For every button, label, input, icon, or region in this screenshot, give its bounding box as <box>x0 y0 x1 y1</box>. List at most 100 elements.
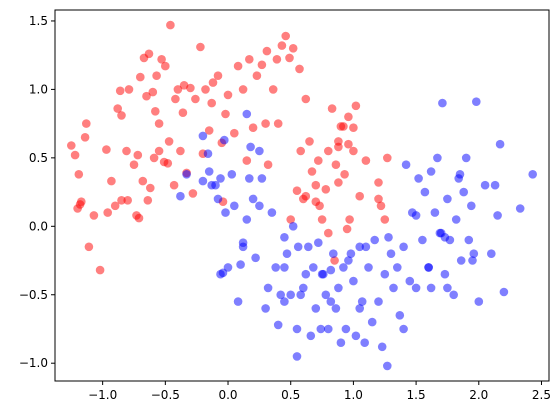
data-point <box>84 242 94 252</box>
data-point <box>327 104 337 113</box>
data-point <box>245 174 254 183</box>
data-point <box>433 153 442 163</box>
data-point <box>451 215 461 224</box>
data-point <box>455 170 465 179</box>
data-point <box>472 97 481 106</box>
data-point <box>384 233 393 242</box>
data-point <box>317 215 327 224</box>
x-tick-label: 2.5 <box>532 388 551 402</box>
data-point <box>480 180 490 190</box>
data-point <box>70 150 80 160</box>
data-point <box>376 201 386 211</box>
data-point <box>495 139 505 149</box>
data-point <box>182 170 191 179</box>
data-point <box>152 71 161 80</box>
data-point <box>236 260 245 269</box>
series-1 <box>176 97 537 371</box>
data-point <box>129 160 139 169</box>
data-point <box>198 176 208 186</box>
y-tick-label: 1.5 <box>29 14 48 28</box>
data-point <box>146 183 155 193</box>
data-point <box>499 287 509 297</box>
data-point <box>330 256 339 265</box>
data-point <box>361 156 371 165</box>
data-point <box>411 211 421 220</box>
data-point <box>314 156 323 165</box>
data-point <box>355 304 365 313</box>
data-point <box>227 170 237 179</box>
data-point <box>321 290 331 300</box>
data-point <box>133 150 143 160</box>
data-point <box>230 201 239 211</box>
data-point <box>341 324 351 334</box>
data-point <box>295 64 304 74</box>
data-point <box>248 194 258 204</box>
data-point <box>301 269 311 279</box>
data-point <box>280 297 289 306</box>
data-point <box>443 283 452 293</box>
data-point <box>334 178 343 187</box>
data-point <box>367 317 377 327</box>
data-point <box>255 146 264 156</box>
data-point <box>361 242 371 252</box>
data-point <box>136 72 145 82</box>
data-point <box>154 119 164 128</box>
data-point <box>331 160 341 169</box>
data-point <box>321 185 331 194</box>
data-point <box>430 208 440 217</box>
data-point <box>196 42 205 52</box>
data-point <box>314 238 323 247</box>
data-point <box>242 109 252 119</box>
data-point <box>399 242 408 252</box>
y-axis: −1.0 −0.5 0.0 0.5 1.0 1.5 <box>19 14 55 370</box>
x-tick-label: 0.5 <box>281 388 300 402</box>
data-point <box>107 176 116 186</box>
data-point <box>426 167 436 176</box>
data-point <box>124 85 134 94</box>
data-point <box>161 61 170 71</box>
data-point <box>296 146 306 156</box>
data-point <box>399 324 408 334</box>
data-point <box>149 153 159 163</box>
y-tick-label: −1.0 <box>19 356 48 370</box>
data-point <box>349 276 358 286</box>
data-point <box>117 111 126 120</box>
data-point <box>273 320 283 330</box>
x-tick-label: −0.5 <box>151 388 180 402</box>
data-point <box>468 256 477 265</box>
data-point <box>344 139 353 149</box>
data-point <box>233 297 243 306</box>
data-point <box>293 242 303 252</box>
data-point <box>360 338 370 348</box>
data-point <box>173 85 183 94</box>
data-point <box>203 149 213 158</box>
data-point <box>252 71 262 80</box>
y-tick-label: 0.5 <box>29 151 48 165</box>
data-point <box>280 233 289 242</box>
data-point <box>113 104 122 113</box>
data-point <box>339 122 348 131</box>
data-point <box>296 290 306 300</box>
data-point <box>339 263 348 272</box>
data-point <box>110 201 120 211</box>
points-layer <box>67 20 537 371</box>
data-point <box>263 160 273 169</box>
data-point <box>261 304 270 313</box>
data-point <box>344 112 353 122</box>
data-point <box>262 46 272 56</box>
data-point <box>257 174 267 183</box>
data-point <box>393 263 402 272</box>
x-tick-label: −1.0 <box>88 388 117 402</box>
data-point <box>459 187 469 197</box>
data-point <box>251 253 260 263</box>
data-point <box>329 249 338 258</box>
data-point <box>380 215 390 224</box>
data-point <box>154 146 164 156</box>
data-point <box>342 224 352 234</box>
data-point <box>326 297 336 306</box>
data-point <box>171 94 180 104</box>
data-point <box>263 283 273 293</box>
data-point <box>424 263 433 272</box>
data-point <box>144 49 154 59</box>
data-point <box>383 361 392 371</box>
